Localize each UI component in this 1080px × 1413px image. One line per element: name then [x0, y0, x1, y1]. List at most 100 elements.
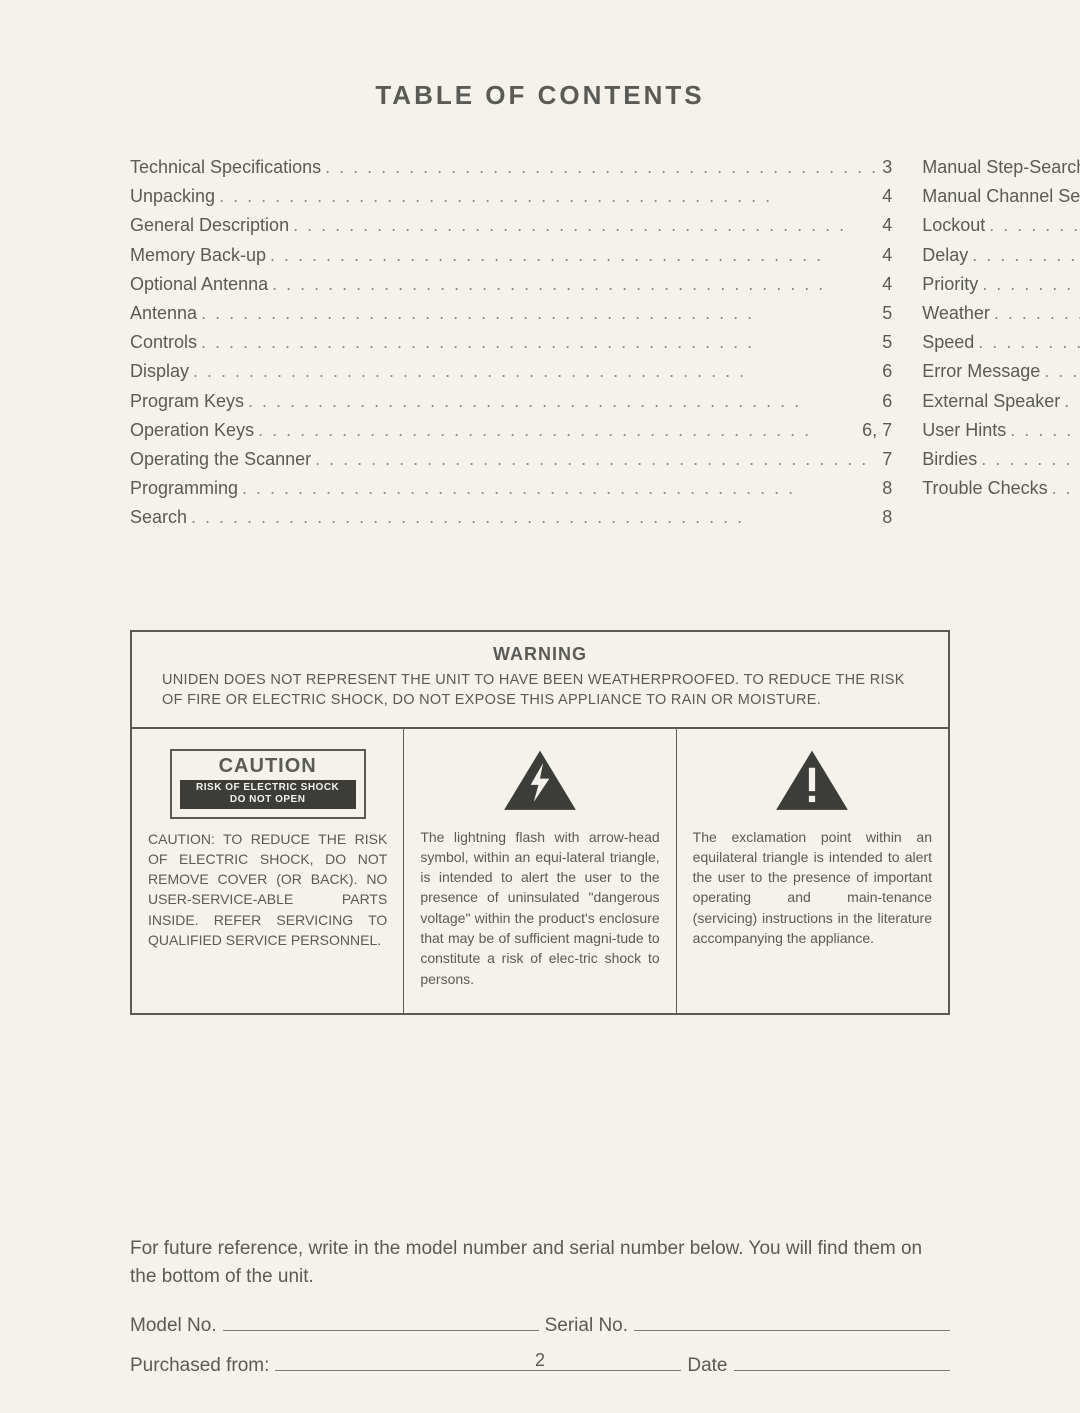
toc-page: 7: [882, 447, 892, 472]
toc-label: Optional Antenna: [130, 272, 268, 297]
lightning-body: The lightning flash with arrow-head symb…: [420, 827, 659, 989]
toc-dots: [1048, 476, 1080, 501]
toc-row: Optional Antenna 4: [130, 272, 892, 297]
toc-dots: [985, 213, 1080, 238]
toc-label: Error Message: [922, 359, 1040, 384]
caution-column: CAUTION RISK OF ELECTRIC SHOCK DO NOT OP…: [132, 729, 403, 1013]
toc-label: Operation Keys: [130, 418, 254, 443]
toc-label: Weather: [922, 301, 990, 326]
toc-row: Manual Channel Selection10: [922, 184, 1080, 209]
toc-page: 5: [882, 301, 892, 326]
caution-bar: RISK OF ELECTRIC SHOCK DO NOT OPEN: [180, 780, 356, 809]
toc-page: 8: [882, 476, 892, 501]
toc-page: 4: [882, 243, 892, 268]
toc-page: 8: [882, 505, 892, 530]
toc-dots: [321, 155, 882, 180]
reference-intro: For future reference, write in the model…: [130, 1235, 950, 1292]
warning-box: WARNING UNIDEN DOES NOT REPRESENT THE UN…: [130, 630, 950, 1015]
toc-label: Antenna: [130, 301, 197, 326]
toc-row: Controls5: [130, 330, 892, 355]
toc-label: Technical Specifications: [130, 155, 321, 180]
toc-row: General Description 4: [130, 213, 892, 238]
toc-page: 4: [882, 272, 892, 297]
toc-label: Display: [130, 359, 189, 384]
toc-row: Priority11: [922, 272, 1080, 297]
toc-dots: [189, 359, 882, 384]
toc-page: 4: [882, 213, 892, 238]
toc-row: External Speaker12: [922, 389, 1080, 414]
page-number: 2: [0, 1350, 1080, 1371]
toc-label: Birdies: [922, 447, 977, 472]
caution-bar-line1: RISK OF ELECTRIC SHOCK: [182, 782, 354, 794]
toc-label: Manual Step-Search: [922, 155, 1080, 180]
toc-row: Memory Back-up 4: [130, 243, 892, 268]
lightning-icon: [420, 749, 659, 813]
toc-dots: [215, 184, 882, 209]
toc-row: Technical Specifications 3: [130, 155, 892, 180]
toc-row: Error Message12: [922, 359, 1080, 384]
toc-dots: [974, 330, 1080, 355]
toc-label: Trouble Checks: [922, 476, 1047, 501]
toc-row: Delay11: [922, 243, 1080, 268]
caution-title: CAUTION: [180, 755, 356, 778]
toc-row: User Hints12: [922, 418, 1080, 443]
toc-row: Program Keys 6: [130, 389, 892, 414]
toc-column-left: Technical Specifications3Unpacking4Gener…: [130, 155, 892, 530]
toc-label: General Description: [130, 213, 289, 238]
toc-label: Manual Channel Selection: [922, 184, 1080, 209]
warning-section: WARNING UNIDEN DOES NOT REPRESENT THE UN…: [132, 632, 948, 728]
toc-row: Search 8: [130, 505, 892, 530]
toc-row: Display 6: [130, 359, 892, 384]
toc-row: Trouble Checks13: [922, 476, 1080, 501]
toc-dots: [289, 213, 882, 238]
toc-dots: [990, 301, 1080, 326]
toc-label: Program Keys: [130, 389, 244, 414]
page-title: TABLE OF CONTENTS: [130, 80, 950, 111]
toc-row: Operating the Scanner 7: [130, 447, 892, 472]
toc-row: Lockout10: [922, 213, 1080, 238]
toc-dots: [187, 505, 882, 530]
exclaim-body: The exclamation point within an equilate…: [693, 827, 932, 949]
toc-label: Speed: [922, 330, 974, 355]
caution-frame: CAUTION RISK OF ELECTRIC SHOCK DO NOT OP…: [170, 749, 366, 819]
toc-label: External Speaker: [922, 389, 1060, 414]
caution-bar-line2: DO NOT OPEN: [182, 794, 354, 806]
toc-row: Antenna 5: [130, 301, 892, 326]
caution-body: CAUTION: TO REDUCE THE RISK OF ELECTRIC …: [148, 829, 387, 951]
model-label: Model No.: [130, 1312, 217, 1341]
toc-label: Operating the Scanner: [130, 447, 311, 472]
toc-label: Delay: [922, 243, 968, 268]
toc-page: 3: [882, 155, 892, 180]
toc-page: 6, 7: [862, 418, 892, 443]
toc-dots: [1040, 359, 1080, 384]
toc-label: Programming: [130, 476, 238, 501]
warning-columns: CAUTION RISK OF ELECTRIC SHOCK DO NOT OP…: [132, 729, 948, 1013]
toc-label: Lockout: [922, 213, 985, 238]
toc-row: Weather11: [922, 301, 1080, 326]
serial-input-line[interactable]: [634, 1310, 950, 1331]
toc-page: 4: [882, 184, 892, 209]
toc-dots: [197, 301, 882, 326]
toc-dots: [268, 272, 882, 297]
toc-dots: [254, 418, 862, 443]
warning-text: UNIDEN DOES NOT REPRESENT THE UNIT TO HA…: [162, 671, 918, 710]
toc-dots: [311, 447, 882, 472]
toc-row: Manual Step-Search10: [922, 155, 1080, 180]
toc-page: 6: [882, 389, 892, 414]
toc-page: 6: [882, 359, 892, 384]
toc-label: Priority: [922, 272, 978, 297]
toc-row: Speed12: [922, 330, 1080, 355]
toc-column-right: Manual Step-Search10 Manual Channel Selec…: [922, 155, 1080, 530]
toc-label: Search: [130, 505, 187, 530]
toc-dots: [244, 389, 882, 414]
model-input-line[interactable]: [223, 1310, 539, 1331]
serial-label: Serial No.: [545, 1312, 628, 1341]
toc-dots: [266, 243, 882, 268]
toc-dots: [238, 476, 882, 501]
table-of-contents: Technical Specifications3Unpacking4Gener…: [130, 155, 950, 530]
toc-row: Programming 8: [130, 476, 892, 501]
toc-dots: [1006, 418, 1080, 443]
toc-dots: [1060, 389, 1080, 414]
toc-label: Memory Back-up: [130, 243, 266, 268]
toc-row: Birdies12: [922, 447, 1080, 472]
